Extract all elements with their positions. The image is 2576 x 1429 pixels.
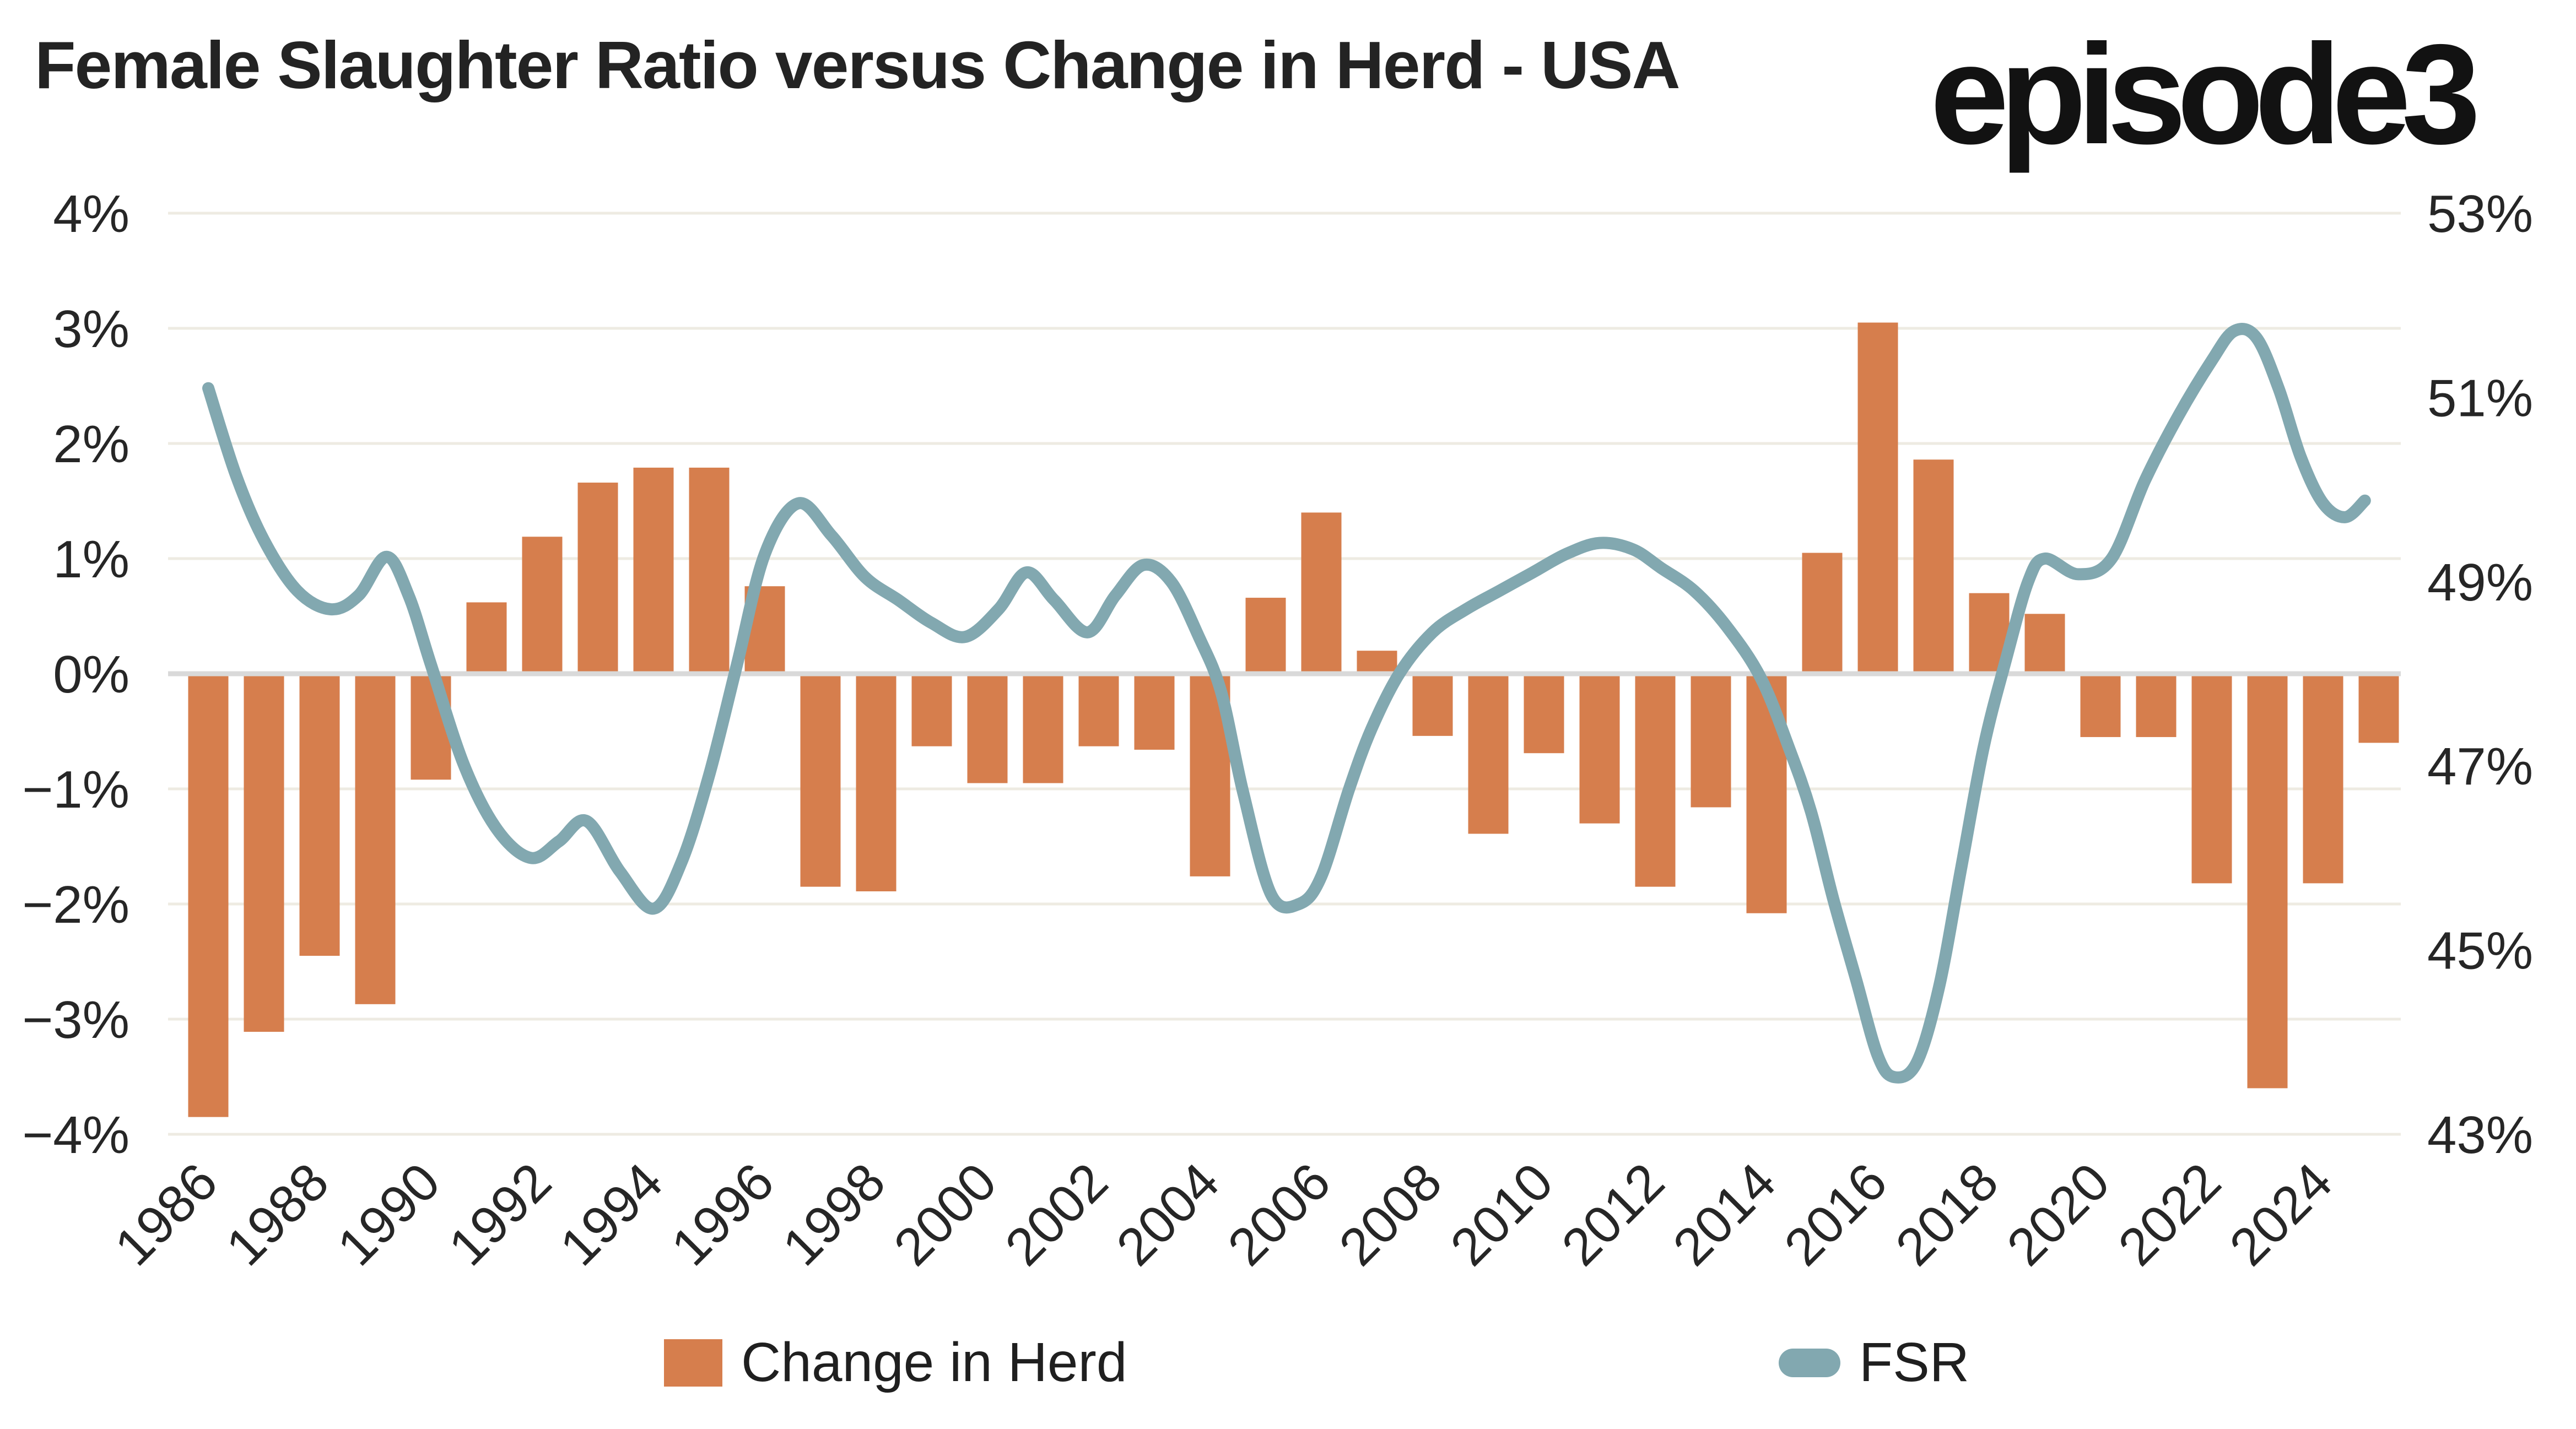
bar-2021[interactable] (2136, 674, 2177, 737)
x-axis-tick-1994: 1994 (549, 1152, 674, 1277)
left-axis-tick--2: −2% (22, 875, 129, 934)
bar-2025[interactable] (2358, 674, 2399, 743)
legend-label-change-in-herd: Change in Herd (741, 1331, 1127, 1393)
bar-1995[interactable] (689, 467, 730, 674)
bar-2023[interactable] (2247, 674, 2288, 1089)
x-axis-tick-2000: 2000 (883, 1152, 1008, 1277)
right-axis-tick-45: 45% (2427, 922, 2533, 981)
legend-item-change-in-herd[interactable]: Change in Herd (664, 1331, 1127, 1394)
episode3-logo: episode3 (1930, 14, 2481, 174)
x-axis-tick-1990: 1990 (326, 1152, 451, 1277)
right-axis-tick-47: 47% (2427, 737, 2533, 796)
change-in-herd-swatch (664, 1339, 722, 1387)
left-axis-tick--1: −1% (22, 760, 129, 819)
bar-2020[interactable] (2080, 674, 2121, 737)
left-axis-tick--4: −4% (22, 1106, 129, 1165)
bar-2002[interactable] (1078, 674, 1119, 746)
bar-1998[interactable] (856, 674, 897, 892)
left-axis-tick-3: 3% (53, 300, 129, 359)
left-axis-tick-1: 1% (53, 530, 129, 589)
bar-1997[interactable] (800, 674, 841, 887)
x-axis-tick-2024: 2024 (2218, 1152, 2343, 1277)
x-axis-tick-1998: 1998 (771, 1152, 897, 1277)
bar-1991[interactable] (466, 602, 507, 674)
x-axis-tick-2008: 2008 (1328, 1152, 1453, 1277)
x-axis-tick-2010: 2010 (1439, 1152, 1564, 1277)
bar-2016[interactable] (1857, 322, 1898, 674)
legend-label-fsr: FSR (1859, 1331, 1969, 1393)
x-axis-tick-1992: 1992 (438, 1152, 563, 1277)
x-axis-tick-1996: 1996 (660, 1152, 785, 1277)
x-axis-tick-2020: 2020 (1996, 1152, 2121, 1277)
right-axis-tick-51: 51% (2427, 369, 2533, 427)
bar-2024[interactable] (2303, 674, 2343, 884)
bar-1987[interactable] (244, 674, 284, 1032)
x-axis-tick-2004: 2004 (1105, 1152, 1230, 1277)
bar-2011[interactable] (1579, 674, 1620, 824)
x-axis-tick-2012: 2012 (1551, 1152, 1676, 1277)
bar-1988[interactable] (299, 674, 340, 956)
bar-1989[interactable] (355, 674, 396, 1004)
bar-1986[interactable] (188, 674, 229, 1117)
right-axis-tick-43: 43% (2427, 1106, 2533, 1165)
x-axis-tick-2002: 2002 (994, 1152, 1119, 1277)
left-axis-tick-2: 2% (53, 415, 129, 474)
bar-2000[interactable] (967, 674, 1008, 783)
right-axis-tick-53: 53% (2427, 185, 2533, 243)
bar-2013[interactable] (1691, 674, 1731, 808)
x-axis-tick-2018: 2018 (1884, 1152, 2010, 1277)
x-axis-tick-1988: 1988 (215, 1152, 340, 1277)
bar-1994[interactable] (633, 467, 674, 674)
left-axis-tick-4: 4% (53, 185, 129, 243)
bar-1999[interactable] (911, 674, 952, 746)
bar-2009[interactable] (1468, 674, 1509, 834)
chart-title: Female Slaughter Ratio versus Change in … (35, 28, 1681, 102)
bar-2015[interactable] (1802, 553, 1843, 674)
x-axis-tick-2006: 2006 (1217, 1152, 1342, 1277)
bar-2022[interactable] (2191, 674, 2232, 884)
bar-1993[interactable] (577, 483, 618, 674)
bar-2010[interactable] (1524, 674, 1564, 754)
bar-2008[interactable] (1412, 674, 1453, 736)
bar-2012[interactable] (1635, 674, 1676, 887)
bar-2003[interactable] (1134, 674, 1175, 750)
right-axis-tick-49: 49% (2427, 553, 2533, 612)
bar-2007[interactable] (1357, 651, 1397, 674)
x-axis-tick-2016: 2016 (1773, 1152, 1898, 1277)
bar-2006[interactable] (1301, 512, 1342, 674)
fsr-swatch (1779, 1348, 1840, 1377)
bar-2019[interactable] (2024, 614, 2065, 674)
x-axis-tick-2014: 2014 (1662, 1152, 1787, 1277)
bar-2001[interactable] (1023, 674, 1063, 783)
legend-item-fsr[interactable]: FSR (1779, 1331, 1969, 1394)
x-axis-tick-2022: 2022 (2107, 1152, 2232, 1277)
left-axis-tick-0: 0% (53, 645, 129, 704)
bar-2017[interactable] (1913, 459, 1954, 674)
fsr-line[interactable] (202, 323, 2371, 1084)
bar-1992[interactable] (522, 537, 563, 674)
left-axis-tick--3: −3% (22, 990, 129, 1049)
bar-2005[interactable] (1245, 598, 1286, 674)
x-axis-tick-1986: 1986 (104, 1152, 229, 1277)
